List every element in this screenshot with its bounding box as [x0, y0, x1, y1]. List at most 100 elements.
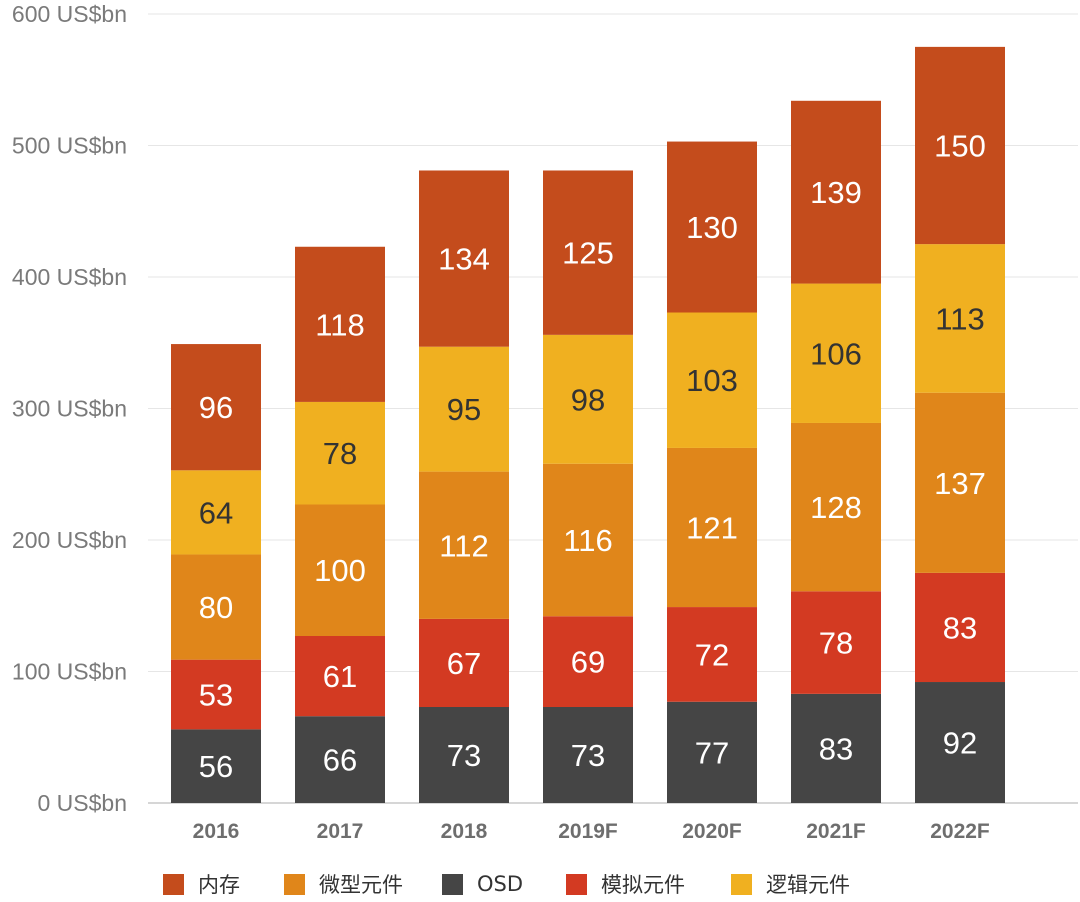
data-label: 150	[934, 129, 986, 164]
bar-segment	[295, 246, 385, 402]
data-label: 128	[810, 490, 862, 525]
legend-swatch	[284, 873, 305, 895]
bar-segment	[667, 312, 757, 448]
data-label: 53	[199, 678, 233, 713]
data-label: 92	[943, 726, 977, 761]
bar-segment	[667, 701, 757, 803]
bar-segment	[791, 422, 881, 592]
bar-segment	[915, 682, 1005, 803]
bar-segment	[419, 170, 509, 347]
bar-segment	[915, 392, 1005, 573]
bar-segment	[543, 616, 633, 708]
x-tick-label: 2021F	[806, 820, 866, 843]
bar-segment	[419, 471, 509, 619]
y-tick-label: 0 US$bn	[37, 790, 127, 816]
y-tick-label: 400 US$bn	[12, 264, 127, 290]
y-tick-label: 300 US$bn	[12, 396, 127, 422]
legend-item: 微型元件	[284, 866, 403, 902]
data-label: 61	[323, 659, 357, 694]
data-label: 130	[686, 210, 738, 245]
bar-segment	[543, 707, 633, 803]
data-label: 137	[934, 466, 986, 501]
bar-segment	[419, 707, 509, 803]
bar-segment	[295, 504, 385, 636]
data-label: 78	[323, 436, 357, 471]
legend-item: 逻辑元件	[731, 866, 850, 902]
data-label: 73	[447, 738, 481, 773]
x-tick-label: 2017	[317, 820, 364, 843]
bar-segment	[171, 554, 261, 660]
bar-segment	[295, 401, 385, 505]
data-label: 73	[571, 738, 605, 773]
data-label: 80	[199, 590, 233, 625]
y-axis: 0 US$bn 100 US$bn 200 US$bn 300 US$bn 400 US…	[12, 1, 127, 816]
data-label: 100	[314, 553, 366, 588]
legend-swatch	[442, 873, 463, 895]
y-tick-label: 100 US$bn	[12, 659, 127, 685]
y-tick-label: 200 US$bn	[12, 527, 127, 553]
data-label: 96	[199, 390, 233, 425]
legend-label: 微型元件	[319, 873, 403, 897]
data-label: 106	[810, 336, 862, 371]
data-label: 113	[935, 301, 984, 336]
bar-segment	[295, 635, 385, 717]
bar-segment	[171, 729, 261, 803]
bar-segment	[791, 591, 881, 694]
bar-segment	[295, 716, 385, 803]
bar-segment	[543, 334, 633, 464]
legend-label: 内存	[198, 873, 240, 897]
bar-segment	[791, 693, 881, 803]
bars: 56 53 80 64 96 66 61 100 78 118 73 67 112 95 134 73 69 11…	[171, 46, 1005, 803]
data-label: 64	[199, 495, 233, 530]
bar-segment	[667, 141, 757, 313]
x-tick-label: 2018	[441, 820, 488, 843]
data-label: 67	[447, 646, 481, 681]
x-tick-label: 2020F	[682, 820, 742, 843]
bar-segment	[171, 344, 261, 471]
data-label: 95	[447, 392, 481, 427]
data-label: 134	[438, 242, 490, 277]
legend-swatch	[163, 873, 184, 895]
data-label: 78	[819, 626, 853, 661]
data-label: 72	[695, 637, 729, 672]
bar-segment	[171, 470, 261, 555]
bar-segment	[915, 572, 1005, 683]
data-label: 116	[563, 523, 612, 558]
bar-segment	[667, 447, 757, 608]
legend: 内存 微型元件 OSD 模拟元件 逻辑元件	[0, 866, 1080, 902]
bar-segment	[419, 618, 509, 708]
data-label: 139	[810, 175, 862, 210]
legend-item: 内存	[163, 866, 240, 902]
data-label: 69	[571, 645, 605, 680]
bar-segment	[543, 463, 633, 617]
legend-swatch	[566, 873, 587, 895]
bar-segment	[791, 100, 881, 284]
bar-segment	[791, 283, 881, 423]
stacked-bar-chart: 0 US$bn 100 US$bn 200 US$bn 300 US$bn 400 US…	[12, 1, 1078, 843]
data-label: 66	[323, 743, 357, 778]
data-label: 112	[439, 528, 488, 563]
legend-swatch	[731, 873, 752, 895]
data-label: 56	[199, 749, 233, 784]
x-tick-label: 2016	[193, 820, 240, 843]
x-tick-label: 2022F	[930, 820, 990, 843]
data-label: 103	[686, 363, 738, 398]
bar-segment	[419, 346, 509, 472]
legend-label: 逻辑元件	[766, 873, 850, 897]
bar-segment	[667, 607, 757, 702]
data-label: 83	[819, 731, 853, 766]
x-axis: 2016 2017 2018 2019F 2020F 2021F 2022F	[193, 820, 990, 843]
legend-item: OSD	[442, 866, 523, 902]
bar-segment	[543, 170, 633, 335]
x-tick-label: 2019F	[558, 820, 618, 843]
bar-segment	[171, 659, 261, 730]
legend-item: 模拟元件	[566, 866, 685, 902]
data-label: 77	[695, 735, 729, 770]
legend-label: OSD	[477, 872, 524, 896]
bar-segment	[915, 244, 1005, 393]
y-tick-label: 600 US$bn	[12, 1, 127, 27]
legend-label: 模拟元件	[601, 873, 685, 897]
data-label: 121	[686, 511, 738, 546]
data-label: 98	[571, 382, 605, 417]
bar-segment	[915, 46, 1005, 245]
